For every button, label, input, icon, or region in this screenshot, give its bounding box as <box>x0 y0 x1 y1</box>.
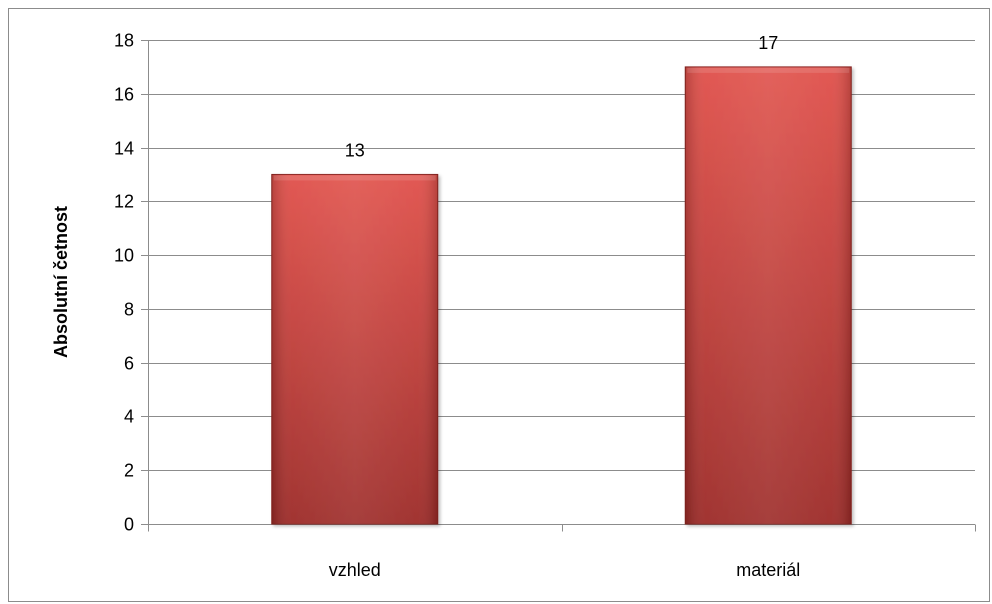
y-tick-label: 18 <box>114 31 134 51</box>
x-tick-label: vzhled <box>329 560 381 580</box>
bars <box>271 66 852 525</box>
y-tick-label: 6 <box>124 354 134 374</box>
x-axis: vzhled materiál <box>148 524 976 580</box>
y-tick-label: 0 <box>124 515 134 535</box>
y-tick-label: 2 <box>124 461 134 481</box>
x-tick-label: materiál <box>736 560 800 580</box>
bar-sheen <box>685 66 852 524</box>
y-tick-label: 10 <box>114 246 134 266</box>
bar-2 <box>684 66 852 525</box>
data-labels: 13 17 <box>345 33 779 161</box>
y-tick-label: 8 <box>124 300 134 320</box>
y-axis: 0 2 4 6 8 10 12 14 16 18 <box>114 31 149 535</box>
bar-1 <box>271 173 439 525</box>
y-tick-label: 4 <box>124 407 134 427</box>
bar-bevel <box>687 67 850 73</box>
y-tick-label: 16 <box>114 85 134 105</box>
data-label: 13 <box>345 140 365 160</box>
y-tick-label: 14 <box>114 139 134 159</box>
y-axis-title: Absolutní četnost <box>51 206 71 358</box>
data-label: 17 <box>758 33 778 53</box>
y-tick-label: 12 <box>114 192 134 212</box>
bar-sheen <box>271 174 438 524</box>
bar-bevel <box>273 175 436 181</box>
